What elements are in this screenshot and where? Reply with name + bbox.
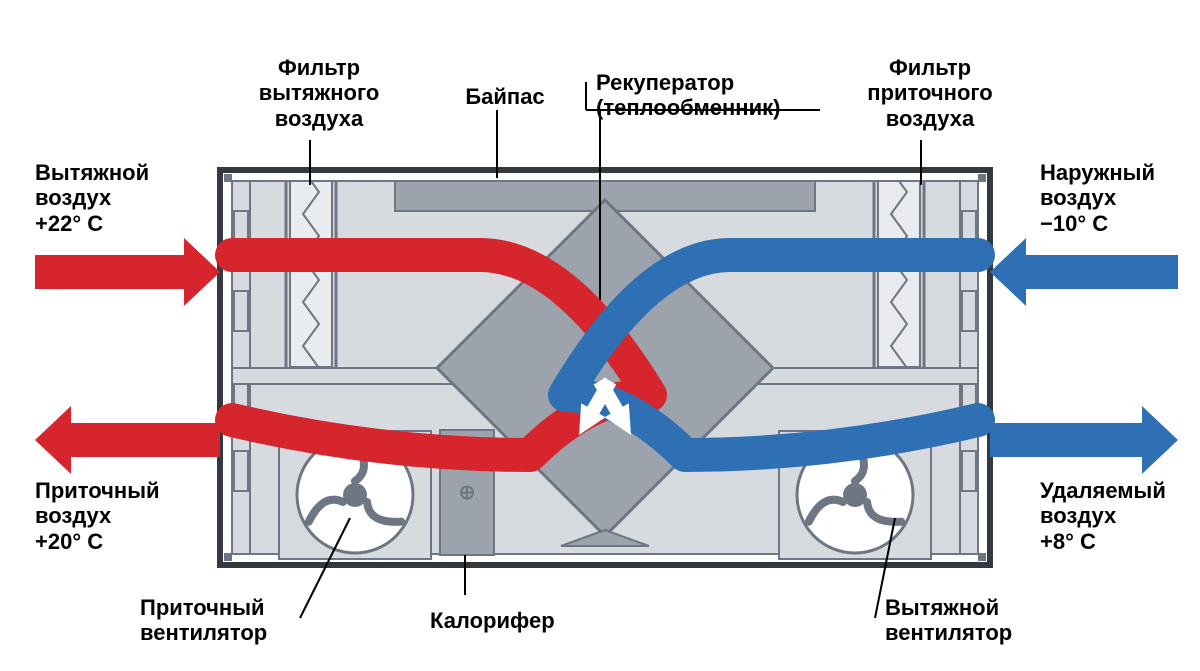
label-exhaust-in: Вытяжной воздух +22° С [35, 160, 225, 236]
label-bypass: Байпас [435, 84, 575, 109]
label-exhaust-fan: Вытяжной вентилятор [885, 595, 1085, 646]
label-outdoor-in: Наружный воздух −10° С [1040, 160, 1200, 236]
label-removed-out: Удаляемый воздух +8° С [1040, 478, 1200, 554]
label-exhaust-filter: Фильтр вытяжного воздуха [219, 55, 419, 131]
label-supply-out: Приточный воздух +20° С [35, 478, 225, 554]
label-supply-fan: Приточный вентилятор [140, 595, 340, 646]
label-heater: Калорифер [430, 608, 630, 633]
label-recuperator: Рекуператор (теплообменник) [596, 70, 856, 121]
label-intake-filter: Фильтр приточного воздуха [830, 55, 1030, 131]
